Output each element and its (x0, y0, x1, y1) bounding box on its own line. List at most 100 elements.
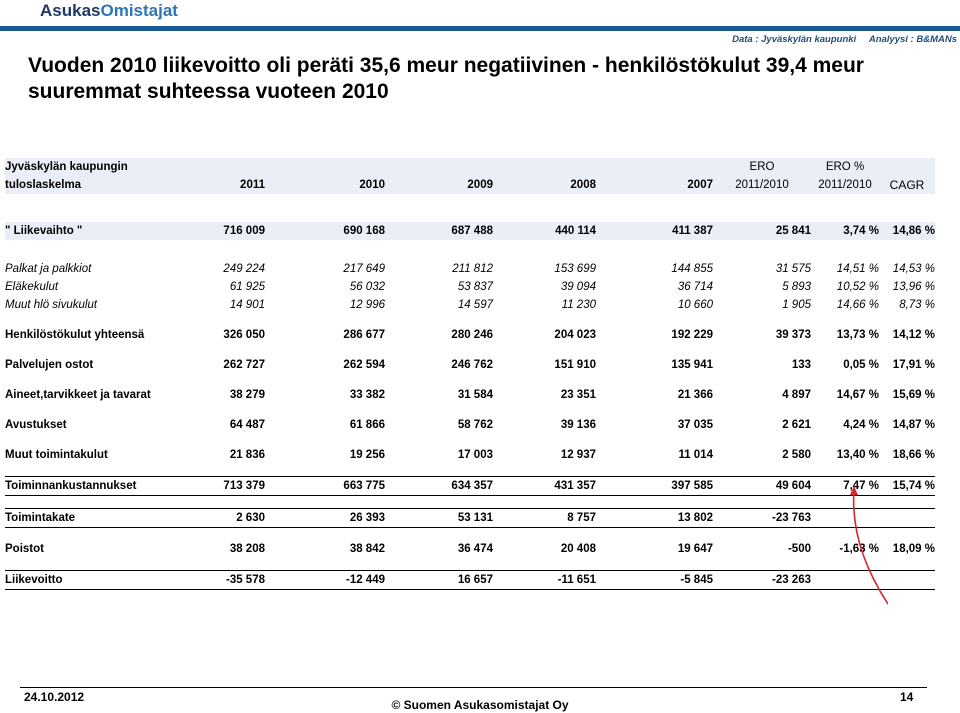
value-ero: 5 893 (782, 281, 811, 293)
header-eropct-line1: ERO % (811, 158, 879, 176)
header-year-2007: 2007 (596, 176, 713, 194)
value-2009: 634 357 (385, 476, 493, 496)
value-ero-pct: -1,63 % (839, 543, 879, 555)
value-2008: 431 357 (493, 476, 596, 496)
value-2011: 21 836 (229, 449, 265, 461)
value-2007: 13 802 (596, 508, 713, 528)
value-2008: 12 937 (560, 449, 596, 461)
row-aineet-tarvikkeet: Aineet,tarvikkeet ja tavarat 38 279 33 382… (5, 386, 935, 404)
brand-logo-part2: Omistajat (100, 1, 178, 20)
row-toiminnankustannukset: Toiminnankustannukset 713 379 663 775 634 3… (5, 476, 935, 496)
value-ero-pct: 14,51 % (836, 263, 879, 275)
value-2009: 211 812 (452, 263, 493, 275)
row-toimintakate: Toimintakate 2 630 26 393 53 131 8 757 13 802… (5, 508, 935, 528)
row-muut-hlo-sivukulut: Muut hlö sivukulut 14 901 12 996 14 597 11 2… (5, 296, 935, 314)
value-2008: -11 651 (493, 570, 596, 590)
value-2010: 19 256 (349, 449, 385, 461)
row-label: Toiminnankustannukset (5, 476, 170, 496)
value-2010: 33 382 (349, 389, 385, 401)
footer-divider (20, 687, 927, 688)
value-2007: 37 035 (677, 419, 713, 431)
data-source: Data : Jyväskylän kaupunki (732, 34, 857, 45)
value-2008: 23 351 (560, 389, 596, 401)
value-2009: 687 488 (385, 222, 493, 240)
value-cagr: 18,66 % (892, 449, 935, 461)
value-2011: 2 630 (170, 508, 265, 528)
table-header-row-1: Jyväskylän kaupungin ERO ERO % (5, 158, 935, 176)
value-2008: 20 408 (560, 543, 596, 555)
row-liikevaihto: " Liikevaihto " 716 009 690 168 687 488 440 … (5, 222, 935, 240)
row-label: Poistot (5, 543, 44, 555)
value-ero-pct: 4,24 % (843, 419, 879, 431)
value-ero-pct (811, 570, 879, 590)
row-label: Eläkekulut (5, 281, 59, 293)
value-2010: 690 168 (265, 222, 385, 240)
row-palkat-ja-palkkiot: Palkat ja palkkiot 249 224 217 649 211 812 1… (5, 260, 935, 278)
header-cagr: CAGR (879, 176, 935, 194)
value-ero-pct: 3,74 % (811, 222, 879, 240)
value-cagr: 14,86 % (879, 222, 935, 240)
value-2007: 21 366 (677, 389, 713, 401)
row-label: Toimintakate (5, 508, 170, 528)
row-label: " Liikevaihto " (5, 222, 170, 240)
row-henkilostokulut-yhteensa: Henkilöstökulut yhteensä 326 050 286 677 28… (5, 326, 935, 344)
value-cagr (879, 570, 935, 590)
value-2011: 38 279 (229, 389, 265, 401)
row-label: Muut toimintakulut (5, 449, 108, 461)
value-2011: 326 050 (223, 329, 265, 341)
value-2009: 14 597 (457, 299, 493, 311)
value-ero: 39 373 (775, 329, 811, 341)
value-2008: 151 910 (554, 359, 596, 371)
header-label-line1: Jyväskylän kaupungin (5, 158, 170, 176)
value-2011: 61 925 (229, 281, 265, 293)
value-ero: -23 763 (713, 508, 811, 528)
row-liikevoitto: Liikevoitto -35 578 -12 449 16 657 -11 651 -5… (5, 570, 935, 590)
value-2007: 411 387 (596, 222, 713, 240)
value-2008: 39 094 (560, 281, 596, 293)
value-2010: 262 594 (343, 359, 385, 371)
row-avustukset: Avustukset 64 487 61 866 58 762 39 136 37 035… (5, 416, 935, 434)
table-header-row-2: tuloslaskelma 2011 2010 2009 2008 2007 2… (5, 176, 935, 194)
source-credits: Data : Jyväskylän kaupunki Analyysi : B&… (722, 34, 957, 45)
header-label-line2: tuloslaskelma (5, 176, 170, 194)
value-ero: 2 621 (782, 419, 811, 431)
value-2009: 53 131 (385, 508, 493, 528)
value-2007: 397 585 (596, 476, 713, 496)
row-label: Avustukset (5, 419, 67, 431)
value-2010: 12 996 (349, 299, 385, 311)
value-2007: 19 647 (677, 543, 713, 555)
value-ero: 2 580 (782, 449, 811, 461)
value-cagr (879, 508, 935, 528)
value-ero-pct: 10,52 % (836, 281, 879, 293)
value-2009: 246 762 (451, 359, 493, 371)
value-cagr: 14,53 % (892, 263, 935, 275)
header-year-2011: 2011 (170, 176, 265, 194)
value-ero: 31 575 (775, 263, 811, 275)
value-2008: 204 023 (554, 329, 596, 341)
value-2009: 53 837 (457, 281, 493, 293)
value-2008: 11 230 (561, 299, 596, 311)
value-ero: -500 (787, 543, 811, 555)
value-ero: 49 604 (713, 476, 811, 496)
value-ero-pct: 14,67 % (836, 389, 879, 401)
analysis-credit: Analyysi : B&MANs (868, 34, 957, 45)
value-2008: 153 699 (554, 263, 596, 275)
value-2010: 26 393 (265, 508, 385, 528)
value-2010: 56 032 (349, 281, 385, 293)
value-2011: 14 901 (229, 299, 265, 311)
value-2007: 11 014 (678, 449, 713, 461)
header-ero-line1: ERO (713, 158, 811, 176)
value-2009: 280 246 (451, 329, 493, 341)
value-cagr: 8,73 % (899, 299, 935, 311)
footer-copyright: © Suomen Asukasomistajat Oy (391, 698, 569, 712)
row-label: Palkat ja palkkiot (5, 263, 92, 275)
row-muut-toimintakulut: Muut toimintakulut 21 836 19 256 17 003 12 9… (5, 446, 935, 464)
trend-indicator-line (852, 489, 888, 605)
value-ero-pct (811, 508, 879, 528)
value-ero-pct: 7,47 % (811, 476, 879, 496)
row-label: Muut hlö sivukulut (5, 299, 98, 311)
row-label: Palvelujen ostot (5, 359, 94, 371)
value-ero: 133 (791, 359, 811, 371)
row-poistot: Poistot 38 208 38 842 36 474 20 408 19 647 -50… (5, 540, 935, 558)
value-cagr: 18,09 % (892, 543, 935, 555)
